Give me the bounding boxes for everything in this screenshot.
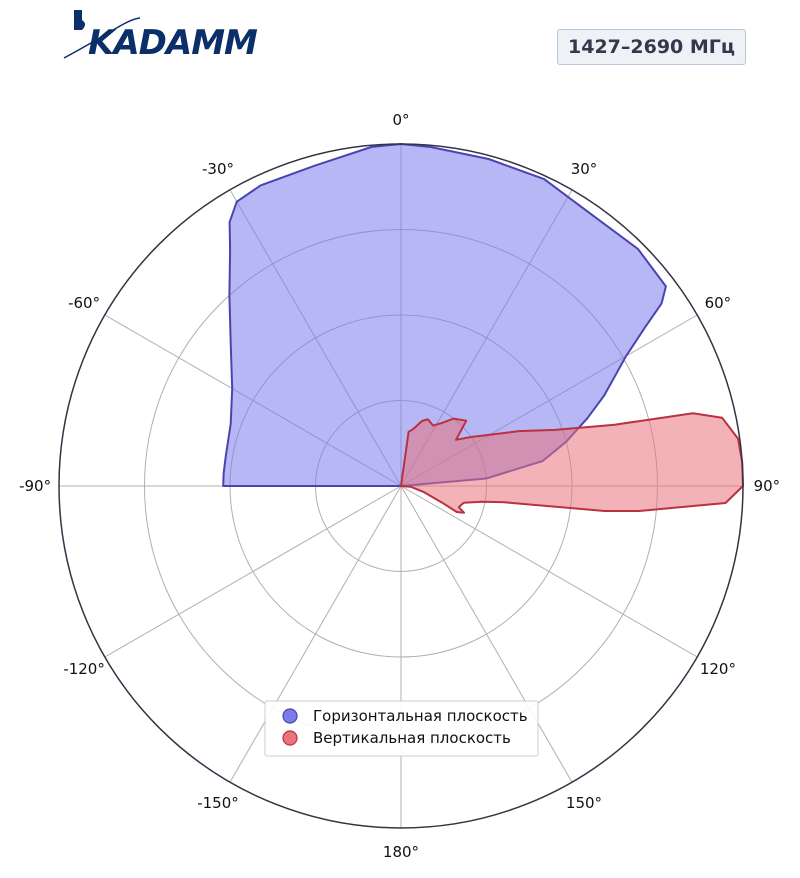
angle-tick-label: 180° [383, 843, 419, 861]
series-layer [222, 143, 744, 514]
legend-box [264, 700, 539, 757]
polar-outer-boundary [58, 143, 744, 829]
logo-mark [63, 10, 141, 59]
series-2-area [400, 412, 744, 514]
grid-spoke-120 [400, 485, 698, 658]
angle-tick-label: 150° [566, 794, 602, 812]
angle-tick-label: 0° [392, 111, 409, 129]
grid-spoke-150 [400, 485, 573, 783]
series-1-area [222, 143, 667, 487]
grid-spoke-240 [104, 485, 402, 658]
legend[interactable]: Горизонтальная плоскость Вертикальная пло… [264, 700, 539, 757]
legend-label-1: Горизонтальная плоскость [313, 707, 528, 725]
legend-marker-1 [282, 708, 298, 724]
angle-tick-label: -120° [63, 660, 105, 678]
angle-tick-label: 30° [571, 160, 598, 178]
legend-label-2: Вертикальная плоскость [313, 729, 511, 747]
angle-tick-label: -60° [68, 294, 100, 312]
grid-spoke-210 [229, 485, 402, 783]
logo-text: KADAMM [88, 23, 258, 62]
frequency-badge: 1427–2690 МГц [557, 29, 746, 65]
angle-tick-labels: 0° 30° 60° 90° 120° 150° 180° -150° -120° -90° -60… [19, 111, 780, 861]
angle-tick-label: -30° [202, 160, 234, 178]
kadamm-logo: KADAMM [60, 6, 270, 63]
angle-tick-label: -150° [197, 794, 239, 812]
angle-tick-label: -90° [19, 477, 51, 495]
angle-tick-label: 120° [700, 660, 736, 678]
legend-marker-2 [282, 730, 298, 746]
angle-tick-label: 60° [705, 294, 732, 312]
angle-tick-label: 90° [754, 477, 781, 495]
